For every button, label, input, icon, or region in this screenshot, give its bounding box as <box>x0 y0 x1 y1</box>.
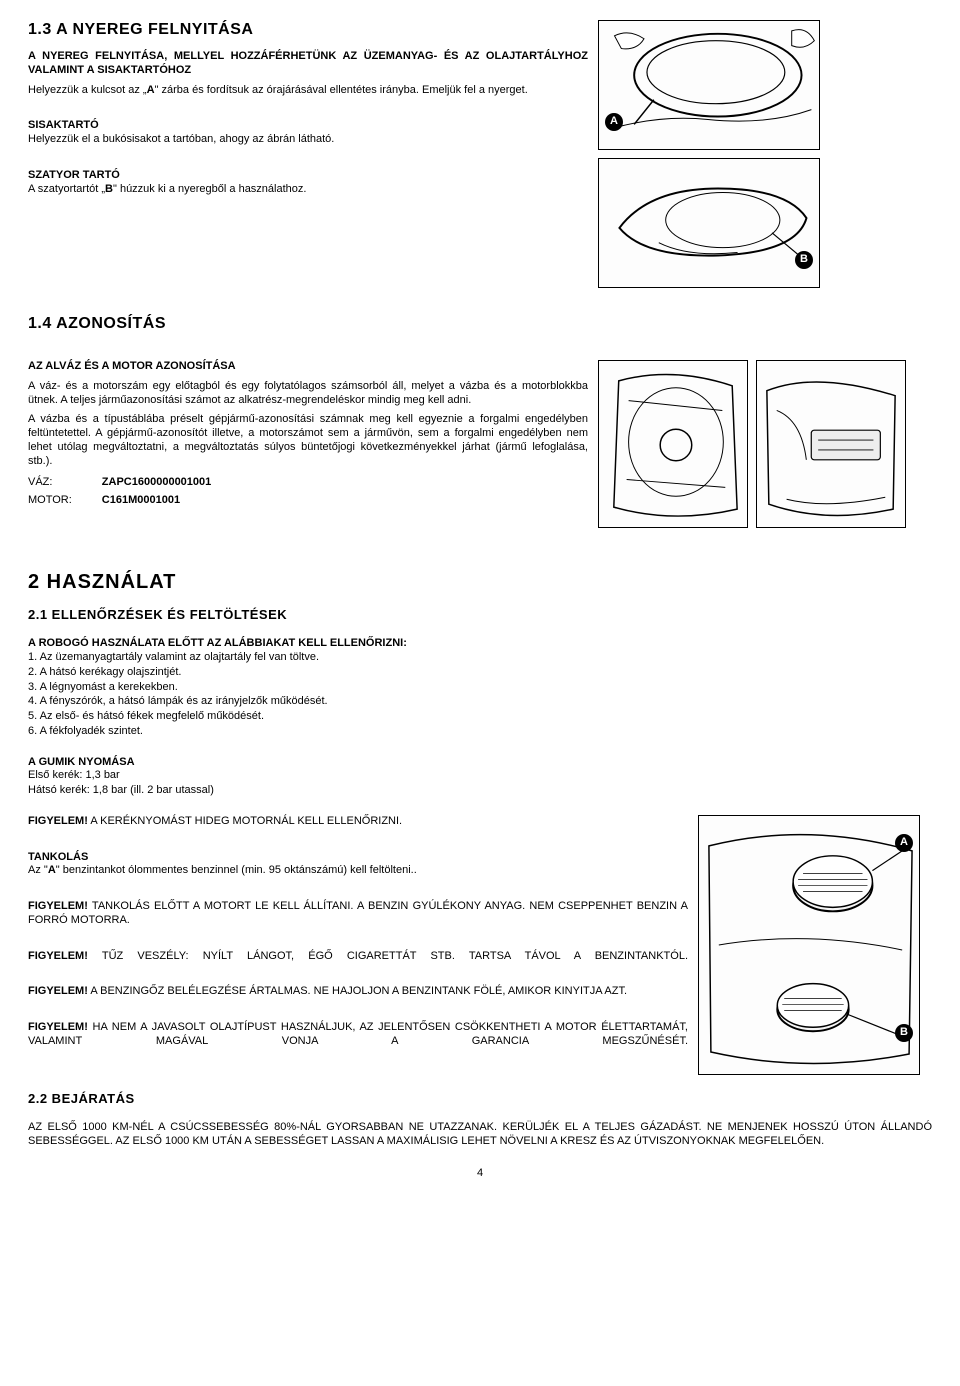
heading-2-2: 2.2 BEJÁRATÁS <box>28 1091 932 1107</box>
motor-label: MOTOR: <box>28 492 102 510</box>
h-tank: TANKOLÁS <box>28 851 688 865</box>
vaz-code: ZAPC1600000001001 <box>102 474 241 492</box>
fig3-b: TŰZ VESZÉLY: NYÍLT LÁNGOT, ÉGŐ CIGARETTÁ… <box>88 950 688 962</box>
h-gumi: A GUMIK NYOMÁSA <box>28 756 932 770</box>
check-list-item: 5. Az első- és hátsó fékek megfelelő műk… <box>28 710 932 724</box>
page-number: 4 <box>28 1167 932 1181</box>
check-list-item: 1. Az üzemanyagtartály valamint az olajt… <box>28 651 932 665</box>
label-b-icon: B <box>795 251 813 269</box>
p1-c: " zárba és fordítsuk az órajárásával ell… <box>155 84 528 96</box>
fig2-b: TANKOLÁS ELŐTT A MOTORT LE KELL ÁLLÍTANI… <box>28 900 688 926</box>
check-list-item: 4. A fényszórók, a hátsó lámpák és az ir… <box>28 695 932 709</box>
vaz-label: VÁZ: <box>28 474 102 492</box>
check-list-item: 6. A fékfolyadék szintet. <box>28 725 932 739</box>
fig3-a: FIGYELEM! <box>28 950 88 962</box>
p-szatyor-b: B <box>105 183 113 195</box>
fig1-a: FIGYELEM! <box>28 815 88 827</box>
check-list-item: 3. A légnyomást a kerekekben. <box>28 681 932 695</box>
fig5-b: HA NEM A JAVASOLT OLAJTÍPUST HASZNÁLJUK,… <box>28 1021 688 1047</box>
p-szatyor-c: " húzzuk ki a nyeregből a használathoz. <box>113 183 306 195</box>
figure-seat-b: B <box>598 158 820 288</box>
p1-a: Helyezzük a kulcsot az „ <box>28 84 147 96</box>
p1-b: A <box>147 84 155 96</box>
heading-2-1: 2.1 ELLENŐRZÉSEK ÉS FELTÖLTÉSEK <box>28 607 932 623</box>
fig4-a: FIGYELEM! <box>28 985 88 997</box>
gumi-2: Hátsó kerék: 1,8 bar (ill. 2 bar utassal… <box>28 784 932 798</box>
motor-code: C161M0001001 <box>102 492 241 510</box>
fig1-b: A KERÉKNYOMÁST HIDEG MOTORNÁL KELL ELLEN… <box>88 815 402 827</box>
h-szatyor: SZATYOR TARTÓ <box>28 169 588 183</box>
figure-frame-id <box>598 360 748 528</box>
h-azonositas: AZ ALVÁZ ÉS A MOTOR AZONOSÍTÁSA <box>28 360 588 374</box>
tank-label-b-icon: B <box>895 1024 913 1042</box>
figure-fuel-tank: A B <box>698 815 920 1075</box>
heading-2: 2 HASZNÁLAT <box>28 570 932 595</box>
s22-p: AZ ELSŐ 1000 KM-NÉL A CSÚCSSEBESSÉG 80%-… <box>28 1121 932 1149</box>
gumi-1: Első kerék: 1,3 bar <box>28 769 932 783</box>
check-list-item: 2. A hátsó kerékagy olajszintjét. <box>28 666 932 680</box>
figure-seat-a: A <box>598 20 820 150</box>
heading-1-4: 1.4 AZONOSÍTÁS <box>28 314 932 334</box>
check-list-heading: A ROBOGÓ HASZNÁLATA ELŐTT AZ ALÁBBIAKAT … <box>28 637 932 651</box>
id-codes-table: VÁZ: ZAPC1600000001001 MOTOR: C161M00010… <box>28 474 241 510</box>
tank-p-label: A <box>48 864 56 876</box>
intro-bold: A NYEREG FELNYITÁSA, MELLYEL HOZZÁFÉRHET… <box>28 50 588 76</box>
s14-p2: A vázba és a típustáblába préselt gépjár… <box>28 413 588 468</box>
tank-label-a-icon: A <box>895 834 913 852</box>
check-list: 1. Az üzemanyagtartály valamint az olajt… <box>28 651 932 739</box>
figure-engine-id <box>756 360 906 528</box>
p-szatyor-a: A szatyortartót „ <box>28 183 105 195</box>
fig5-a: FIGYELEM! <box>28 1021 88 1033</box>
s14-p1: A váz- és a motorszám egy előtagból és e… <box>28 380 588 408</box>
tank-p-a: Az " <box>28 864 48 876</box>
tank-p-b: " benzintankot ólommentes benzinnel (min… <box>56 864 417 876</box>
heading-1-3: 1.3 A NYEREG FELNYITÁSA <box>28 20 588 40</box>
fig4-b: A BENZINGŐZ BELÉLEGZÉSE ÁRTALMAS. NE HAJ… <box>88 985 627 997</box>
p-sisak: Helyezzük el a bukósisakot a tartóban, a… <box>28 133 588 147</box>
fig2-a: FIGYELEM! <box>28 900 88 912</box>
label-a-icon: A <box>605 113 623 131</box>
h-sisak: SISAKTARTÓ <box>28 119 588 133</box>
